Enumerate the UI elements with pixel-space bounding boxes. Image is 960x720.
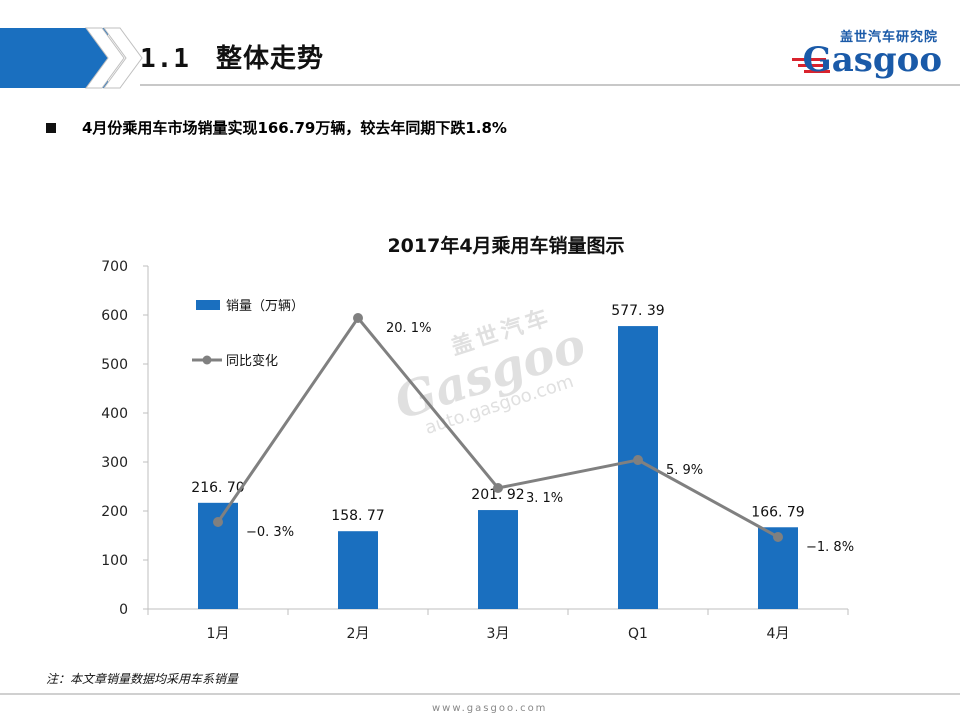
page-title: 1.1 整体走势	[140, 38, 324, 75]
bar-value-label: 577. 39	[611, 303, 664, 319]
yoy-point	[353, 313, 363, 323]
y-tick-label: 400	[101, 406, 128, 422]
bar	[338, 531, 378, 609]
chevron-arrows-icon	[85, 27, 143, 89]
gasgoo-logo: 盖世汽车研究院 Gasgoo	[792, 26, 942, 82]
header-band	[0, 28, 108, 88]
x-tick-label: 1月	[207, 626, 230, 642]
yoy-point	[773, 532, 783, 542]
header-divider	[140, 84, 960, 86]
y-tick-label: 700	[101, 259, 128, 275]
yoy-value-label: 20. 1%	[386, 321, 431, 336]
footer-divider	[0, 693, 960, 695]
summary-bullet: 4月份乘用车市场销量实现166.79万辆，较去年同期下跌1.8%	[46, 117, 507, 138]
bar-value-label: 216. 70	[191, 480, 244, 496]
yoy-point	[633, 455, 643, 465]
y-tick-label: 100	[101, 553, 128, 569]
y-tick-label: 300	[101, 455, 128, 471]
yoy-line	[216, 315, 779, 539]
y-tick-label: 0	[119, 602, 128, 618]
logo-en-text: Gasgoo	[802, 40, 942, 80]
yoy-value-label: −1. 8%	[806, 540, 854, 555]
logo-cn-text: 盖世汽车研究院	[839, 30, 938, 45]
bar-value-label: 166. 79	[751, 504, 804, 520]
section-title-text: 整体走势	[215, 44, 324, 74]
footnote: 注：本文章销量数据均采用车系销量	[46, 672, 239, 686]
y-tick-label: 200	[101, 504, 128, 520]
yoy-point	[493, 483, 503, 493]
footer-url: www.gasgoo.com	[432, 703, 548, 714]
legend-line-marker	[202, 355, 212, 365]
x-tick-label: 4月	[767, 626, 790, 642]
y-tick-label: 600	[101, 308, 128, 324]
legend-bar-label: 销量（万辆）	[226, 299, 304, 314]
summary-text: 4月份乘用车市场销量实现166.79万辆，较去年同期下跌1.8%	[82, 119, 507, 137]
bullet-square-icon	[46, 122, 56, 133]
yoy-value-label: 5. 9%	[666, 463, 703, 478]
yoy-value-label: 3. 1%	[526, 491, 563, 506]
x-tick-label: 2月	[347, 626, 370, 642]
chart-title: 2017年4月乘用车销量图示	[387, 234, 624, 257]
section-number: 1.1	[140, 44, 190, 74]
yoy-point	[213, 517, 223, 527]
bar	[478, 510, 518, 609]
legend-line-label: 同比变化	[226, 353, 278, 369]
y-tick-label: 500	[101, 357, 128, 373]
yoy-value-label: −0. 3%	[246, 525, 294, 540]
x-tick-label: 3月	[487, 626, 510, 642]
bar-value-label: 158. 77	[331, 508, 384, 524]
x-tick-label: Q1	[628, 626, 648, 642]
logo-speed-lines-icon	[792, 58, 830, 73]
legend-bar-swatch	[196, 300, 220, 310]
bar-value-label: 201. 92	[471, 487, 524, 503]
